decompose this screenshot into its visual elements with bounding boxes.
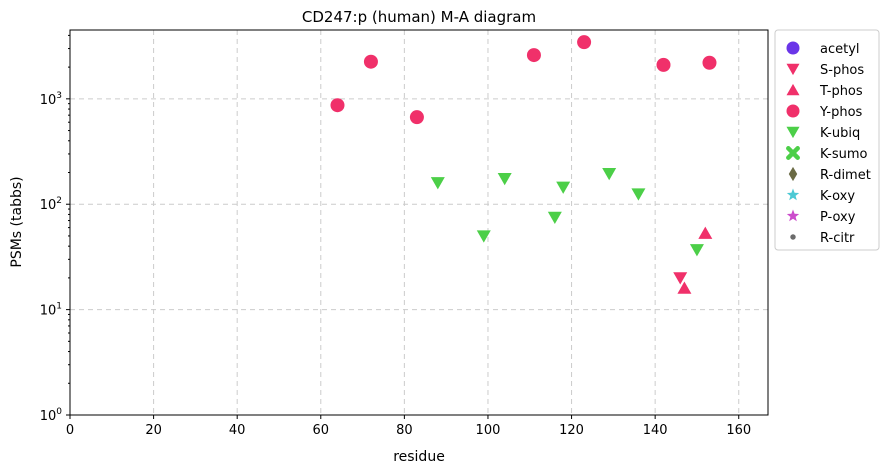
legend-label-k-oxy: K-oxy [820, 189, 855, 204]
legend-label-s-phos: S-phos [820, 63, 864, 78]
legend-label-r-dimet: R-dimet [820, 168, 871, 183]
legend-box [774, 29, 880, 251]
legend-label-r-citr: R-citr [820, 231, 855, 246]
data-point-k-ubiq [547, 211, 562, 225]
legend-marker-r-citr [790, 234, 796, 240]
data-point-y-phos [702, 55, 717, 70]
data-point-k-ubiq [430, 177, 445, 190]
legend-marker-r-dimet [788, 166, 798, 182]
legend-marker-t-phos [786, 83, 800, 96]
data-point-y-phos [330, 98, 345, 113]
data-point-k-ubiq [631, 188, 646, 201]
legend-label-acetyl: acetyl [820, 42, 860, 57]
data-point-y-phos [577, 35, 592, 50]
x-axis: 0 20 40 60 80 100 120 140 160 [66, 415, 751, 438]
data-point-k-ubiq [602, 168, 617, 181]
legend-label-t-phos: T-phos [819, 84, 863, 99]
legend: acetyl S-phos T-phos Y-phos K-ubiq K-sumo R-di… [774, 29, 880, 251]
x-axis-label: residue [393, 449, 445, 465]
legend-marker-k-ubiq [786, 126, 800, 139]
data-point-y-phos [656, 57, 671, 72]
data-point-k-ubiq [476, 230, 491, 243]
x-tick-label: 120 [559, 423, 584, 438]
data-point-k-ubiq [689, 244, 704, 257]
legend-marker-k-sumo [786, 146, 800, 160]
legend-label-p-oxy: P-oxy [820, 210, 856, 225]
y-tick-label: 101 [40, 302, 62, 319]
data-point-y-phos [363, 54, 378, 69]
data-point-k-ubiq [497, 173, 512, 186]
legend-marker-s-phos [786, 63, 800, 76]
y-tick-label: 102 [40, 196, 62, 213]
x-tick-label: 140 [643, 423, 668, 438]
y-tick-label: 100 [40, 407, 63, 424]
x-tick-label: 20 [145, 423, 162, 438]
data-point-t-phos [698, 226, 713, 239]
legend-label-k-sumo: K-sumo [820, 147, 868, 162]
data-point-s-phos [673, 272, 688, 285]
data-point-t-phos [677, 281, 692, 294]
x-tick-label: 40 [229, 423, 246, 438]
data-point-y-phos [409, 110, 424, 125]
y-axis-label: PSMs (tabbs) [9, 176, 25, 267]
x-tick-label: 80 [396, 423, 413, 438]
x-tick-label: 60 [313, 423, 330, 438]
x-tick-label: 160 [726, 423, 751, 438]
chart-title: CD247:p (human) M-A diagram [302, 8, 536, 26]
legend-label-k-ubiq: K-ubiq [820, 126, 860, 141]
data-points [330, 35, 717, 294]
grid-lines [70, 30, 768, 415]
y-tick-label: 103 [40, 91, 62, 108]
legend-marker-acetyl [786, 41, 800, 55]
data-point-y-phos [526, 48, 541, 63]
legend-label-y-phos: Y-phos [819, 105, 863, 120]
x-tick-label: 100 [476, 423, 501, 438]
y-axis: 100 101 102 103 [40, 34, 70, 424]
legend-marker-p-oxy [786, 209, 800, 222]
x-tick-label: 0 [66, 423, 74, 438]
plot-frame [69, 29, 769, 416]
legend-marker-y-phos [786, 104, 800, 118]
data-point-k-ubiq [556, 181, 571, 194]
legend-marker-k-oxy [786, 188, 800, 201]
